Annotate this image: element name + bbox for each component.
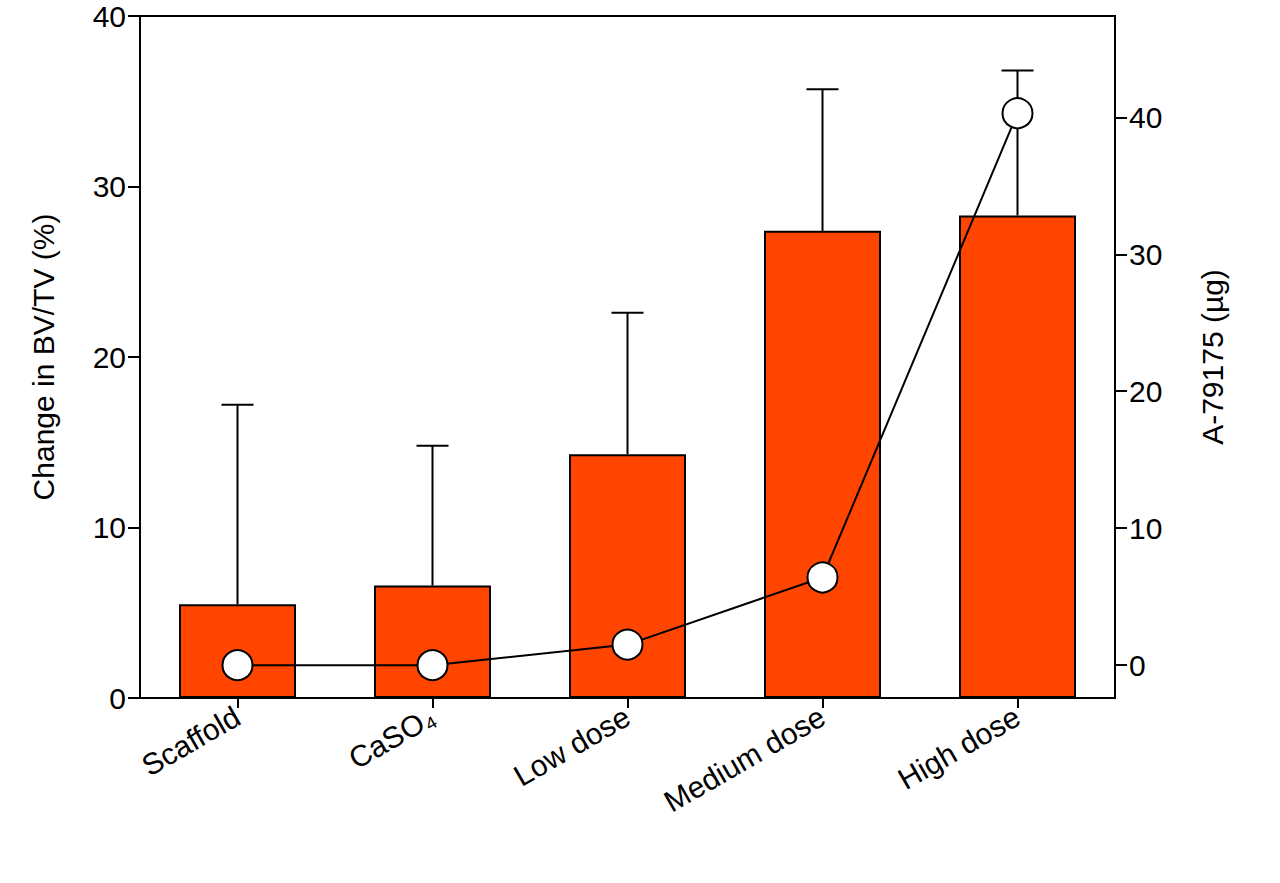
svg-text:A-79175 (µg): A-79175 (µg) [1196, 269, 1229, 445]
svg-text:Medium dose: Medium dose [658, 700, 830, 819]
svg-text:Change in BV/TV (%): Change in BV/TV (%) [27, 214, 60, 501]
svg-text:40: 40 [93, 0, 126, 33]
svg-text:High dose: High dose [892, 700, 1025, 796]
svg-text:30: 30 [1129, 238, 1162, 271]
svg-text:CaSO₄: CaSO₄ [343, 700, 441, 776]
svg-text:10: 10 [93, 511, 126, 544]
svg-text:10: 10 [1129, 512, 1162, 545]
svg-text:Low dose: Low dose [508, 700, 636, 793]
svg-text:Scaffold: Scaffold [136, 700, 246, 782]
svg-text:40: 40 [1129, 101, 1162, 134]
svg-text:0: 0 [109, 682, 126, 715]
svg-text:20: 20 [1129, 375, 1162, 408]
svg-text:0: 0 [1129, 649, 1146, 682]
svg-text:30: 30 [93, 170, 126, 203]
svg-text:20: 20 [93, 341, 126, 374]
